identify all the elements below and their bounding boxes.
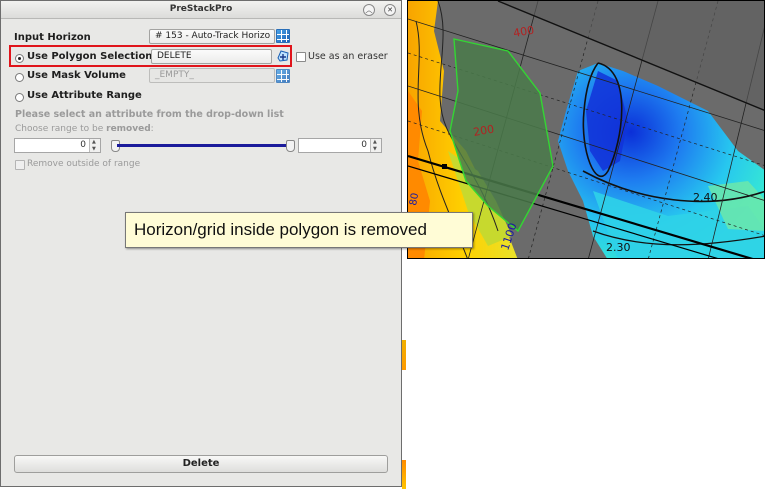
- range-min-arrows[interactable]: ▲ ▼: [89, 139, 100, 152]
- use-attribute-label: Use Attribute Range: [27, 90, 142, 101]
- range-min-value: 0: [80, 140, 86, 150]
- use-mask-radio[interactable]: [15, 73, 24, 82]
- contour-label-mid: 200: [472, 123, 495, 139]
- range-min-spinbox[interactable]: 0 ▲ ▼: [14, 138, 101, 153]
- close-icon[interactable]: ✕: [384, 4, 396, 16]
- annotation-callout: Horizon/grid inside polygon is removed: [125, 212, 473, 248]
- background-window-edge: [402, 260, 406, 489]
- input-horizon-select[interactable]: # 153 - Auto-Track Horizo: [149, 29, 275, 44]
- eraser-checkbox[interactable]: [296, 52, 306, 62]
- range-slider-max-handle[interactable]: [286, 140, 295, 152]
- polygon-pick-icon[interactable]: [276, 49, 290, 63]
- polygon-selection-highlight: [9, 45, 292, 67]
- range-max-value: 0: [361, 140, 367, 150]
- mask-volume-select[interactable]: _EMPTY_: [149, 68, 275, 83]
- window-title: PreStackPro: [169, 4, 233, 14]
- remove-outside-label: Remove outside of range: [27, 159, 141, 169]
- range-slider-track[interactable]: [117, 144, 289, 147]
- input-horizon-label: Input Horizon: [14, 32, 91, 43]
- range-hint: Choose range to be removed:: [15, 124, 154, 134]
- range-max-arrows[interactable]: ▲ ▼: [370, 139, 381, 152]
- range-max-spinbox[interactable]: 0 ▲ ▼: [298, 138, 382, 153]
- use-attribute-radio[interactable]: [15, 93, 24, 102]
- contour-label-top: 400: [512, 24, 535, 40]
- use-mask-label: Use Mask Volume: [27, 70, 126, 81]
- eraser-label: Use as an eraser: [308, 51, 388, 62]
- horizon-map-view[interactable]: 400 200 2.40 2.30 1100 80: [407, 0, 765, 259]
- remove-outside-checkbox[interactable]: [15, 160, 25, 170]
- use-polygon-radio[interactable]: [15, 54, 24, 63]
- title-bar: PreStackPro ︿ ✕: [1, 1, 401, 19]
- use-polygon-label: Use Polygon Selection: [27, 51, 153, 62]
- map-value-right: 2.40: [693, 191, 718, 204]
- attribute-hint: Please select an attribute from the drop…: [15, 109, 284, 120]
- minimize-icon[interactable]: ︿: [363, 4, 375, 16]
- mask-grid-icon[interactable]: [276, 69, 290, 83]
- horizon-grid-icon[interactable]: [276, 29, 290, 43]
- delete-button[interactable]: Delete: [14, 455, 388, 473]
- polygon-select[interactable]: DELETE: [151, 49, 272, 64]
- map-value-bottom: 2.30: [606, 241, 631, 254]
- map-value-edge: 80: [408, 192, 421, 206]
